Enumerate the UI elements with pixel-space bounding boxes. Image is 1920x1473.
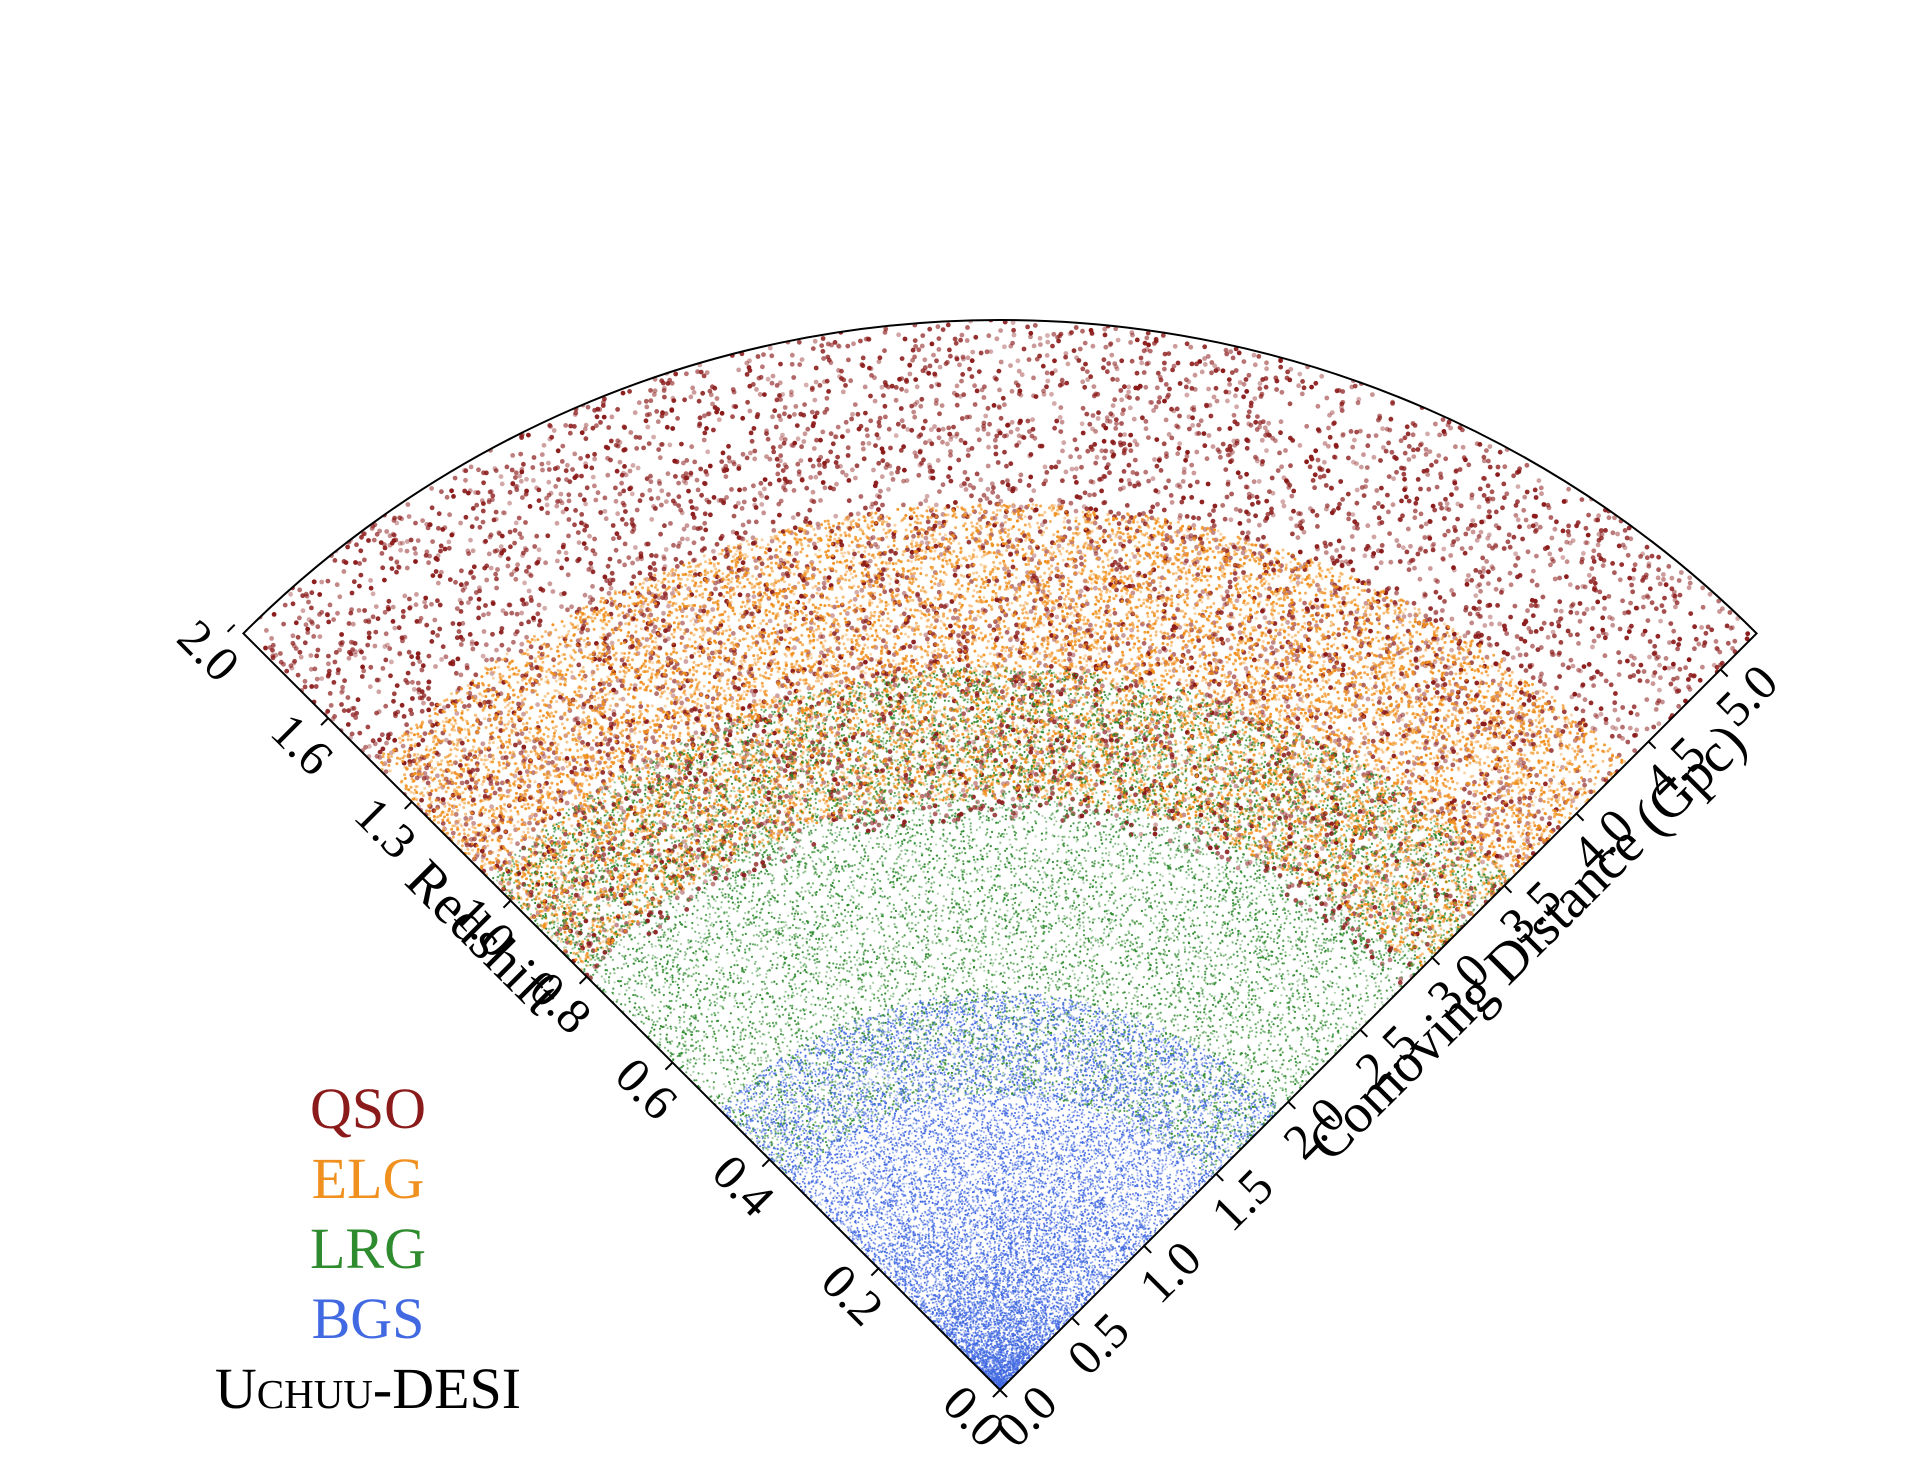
legend-entry-bgs: BGS: [312, 1286, 425, 1351]
series-elg: [380, 502, 1626, 972]
legend-caption: Uchuu-DESI: [215, 1356, 521, 1421]
redshift-tick-5: [502, 899, 512, 909]
legend-entry-qso: QSO: [310, 1076, 426, 1141]
redshift-tick-1: [870, 1267, 880, 1277]
series-qso: [257, 319, 1751, 986]
redshift-tick-0: [992, 1389, 1001, 1398]
distance-tick-6: [1431, 956, 1441, 966]
redshift-tick-2: [761, 1158, 771, 1168]
distance-tick-1: [1071, 1317, 1080, 1326]
galaxy-points: [257, 319, 1751, 1390]
redshift-tick-label-8: 2.0: [167, 609, 251, 693]
redshift-tick-label-1: 0.2: [811, 1252, 895, 1336]
series-bgs: [719, 991, 1279, 1390]
redshift-tick-7: [320, 717, 329, 726]
legend-entry-elg: ELG: [312, 1146, 425, 1211]
redshift-tick-label-3: 0.6: [605, 1046, 689, 1130]
distance-tick-4: [1287, 1101, 1297, 1110]
legend: QSO ELG LRG BGS Uchuu-DESI: [215, 1076, 521, 1421]
redshift-tick-label-2: 0.4: [702, 1143, 786, 1227]
wedge-frame: [241, 319, 1759, 1392]
distance-tick-label-2: 1.0: [1128, 1230, 1212, 1314]
legend-entry-lrg: LRG: [310, 1216, 426, 1281]
wedge-outline: [241, 319, 1759, 1392]
distance-tick-2: [1143, 1245, 1152, 1254]
distance-tick-7: [1503, 884, 1513, 894]
redshift-tick-3: [664, 1061, 674, 1071]
series-lrg: [491, 665, 1511, 1179]
distance-tick-9: [1647, 740, 1657, 750]
distance-tick-3: [1215, 1173, 1224, 1182]
redshift-tick-8: [226, 623, 236, 633]
distance-tick-8: [1575, 812, 1585, 822]
redshift-tick-4: [578, 975, 588, 985]
redshift-axis-label: Redshift: [394, 848, 572, 1026]
distance-tick-0: [999, 1389, 1008, 1398]
redshift-tick-label-7: 1.6: [260, 702, 344, 786]
redshift-tick-6: [404, 801, 413, 810]
distance-tick-label-1: 0.5: [1056, 1302, 1140, 1386]
distance-tick-5: [1359, 1029, 1369, 1038]
distance-tick-10: [1719, 668, 1729, 678]
